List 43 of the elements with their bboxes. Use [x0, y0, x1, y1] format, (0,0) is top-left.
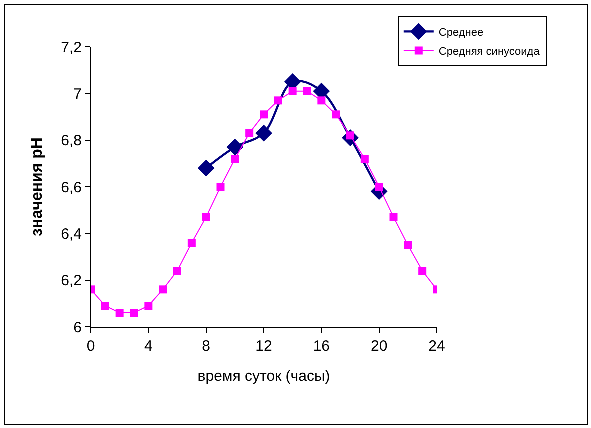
point	[116, 309, 124, 317]
point	[260, 110, 268, 119]
x-axis-title: время суток (часы)	[198, 368, 330, 385]
point	[159, 286, 168, 294]
point	[274, 96, 282, 105]
point	[246, 129, 254, 138]
point	[404, 241, 412, 250]
point	[390, 213, 398, 222]
point	[360, 155, 369, 163]
legend-label: Средняя синусоида	[438, 46, 541, 58]
x-tick-label: 12	[256, 338, 272, 355]
y-tick-label: 7	[74, 86, 82, 103]
y-tick-label: 6	[74, 319, 82, 336]
point	[318, 96, 326, 105]
point	[101, 302, 110, 310]
point	[216, 183, 225, 191]
x-tick-label: 24	[428, 338, 446, 355]
point	[256, 124, 272, 142]
y-tick-label: 6,6	[61, 179, 82, 196]
point	[174, 267, 182, 275]
x-tick-label: 8	[202, 338, 210, 355]
y-axis-title: значения pH	[29, 138, 46, 236]
point	[188, 239, 196, 247]
point	[130, 309, 138, 317]
point	[418, 267, 427, 275]
point	[231, 155, 240, 163]
point	[303, 87, 312, 96]
y-tick-label: 6,4	[61, 226, 82, 243]
y-tick-label: 6,8	[61, 132, 82, 150]
point	[288, 87, 297, 96]
x-tick-label: 20	[370, 338, 388, 355]
y-tick-label: 6,2	[61, 272, 82, 290]
point	[198, 160, 215, 177]
x-tick-label: 4	[144, 338, 153, 355]
point	[332, 110, 340, 119]
point	[202, 213, 210, 222]
point	[144, 302, 153, 310]
y-tick-label: 7,2	[61, 39, 82, 56]
x-tick-label: 0	[86, 338, 96, 355]
point	[375, 183, 384, 191]
legend-label: Среднее	[438, 26, 484, 39]
point	[226, 138, 244, 156]
x-tick-label: 16	[313, 338, 330, 355]
